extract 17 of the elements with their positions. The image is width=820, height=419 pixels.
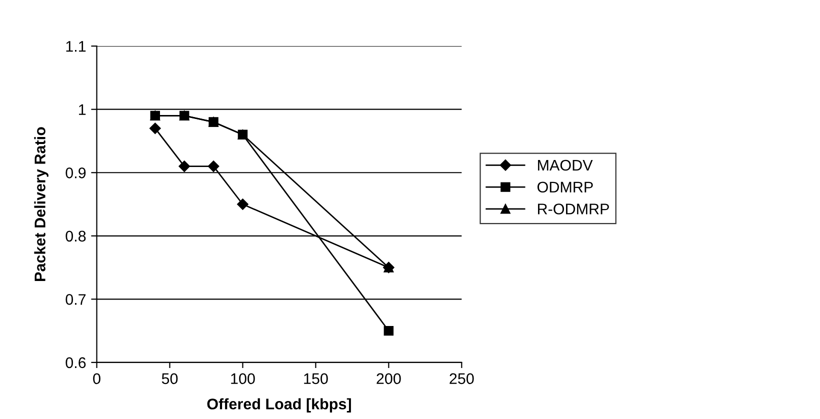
y-tick-label: 0.8: [66, 230, 86, 242]
y-tick-label: 0.6: [66, 357, 86, 368]
x-axis-title: Offered Load [kbps]: [207, 398, 351, 412]
x-tick-label: 150: [304, 373, 328, 384]
legend-label: MAODV: [538, 160, 593, 171]
y-tick-label: 0.7: [66, 294, 86, 305]
y-tick-label: 1: [79, 104, 86, 115]
x-tick-label: 50: [162, 373, 178, 384]
y-tick-label: 0.9: [66, 167, 86, 178]
y-axis-title: Packet Delivery Ratio: [34, 127, 48, 281]
x-tick-label: 100: [231, 373, 255, 384]
x-tick-label: 200: [376, 373, 401, 384]
legend-label: R-ODMRP: [538, 204, 609, 214]
x-tick-label: 0: [93, 373, 100, 384]
y-tick-label: 1.1: [66, 41, 86, 52]
legend-label: ODMRP: [537, 182, 593, 193]
x-tick-label: 250: [450, 373, 474, 384]
